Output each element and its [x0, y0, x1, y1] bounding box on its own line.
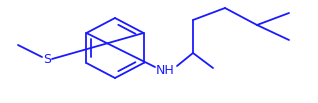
Text: S: S	[43, 53, 51, 66]
Text: NH: NH	[156, 64, 174, 77]
